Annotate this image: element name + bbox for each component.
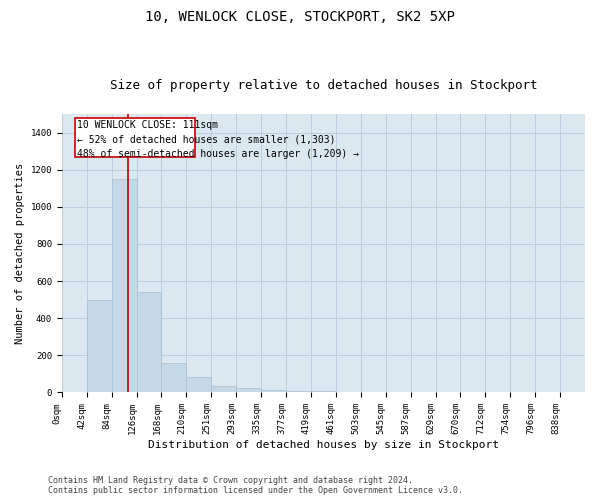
Bar [311, 391, 336, 392]
Y-axis label: Number of detached properties: Number of detached properties [15, 162, 25, 344]
Bar [187, 376, 211, 392]
Bar [261, 390, 286, 392]
Text: 10 WENLOCK CLOSE: 111sqm
← 52% of detached houses are smaller (1,303)
48% of sem: 10 WENLOCK CLOSE: 111sqm ← 52% of detach… [77, 120, 359, 159]
Bar [86, 300, 112, 392]
Title: Size of property relative to detached houses in Stockport: Size of property relative to detached ho… [110, 79, 537, 92]
FancyBboxPatch shape [76, 118, 195, 156]
Bar [137, 292, 161, 392]
Bar [211, 386, 236, 392]
Bar [236, 388, 261, 392]
X-axis label: Distribution of detached houses by size in Stockport: Distribution of detached houses by size … [148, 440, 499, 450]
Bar [286, 390, 311, 392]
Bar [112, 179, 137, 392]
Text: 10, WENLOCK CLOSE, STOCKPORT, SK2 5XP: 10, WENLOCK CLOSE, STOCKPORT, SK2 5XP [145, 10, 455, 24]
Text: Contains HM Land Registry data © Crown copyright and database right 2024.
Contai: Contains HM Land Registry data © Crown c… [48, 476, 463, 495]
Bar [161, 363, 187, 392]
